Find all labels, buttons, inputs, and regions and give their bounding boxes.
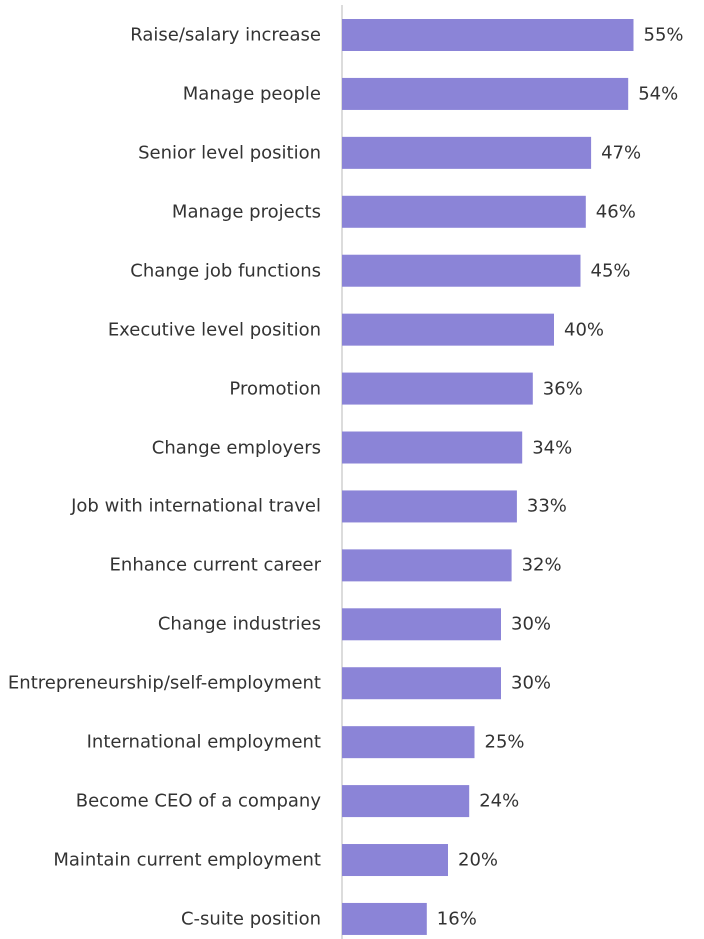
bar: [342, 313, 554, 346]
value-label: 55%: [643, 24, 684, 46]
value-label: 33%: [526, 495, 567, 517]
bar: [342, 136, 592, 169]
value-label: 24%: [479, 790, 520, 812]
category-label: Entrepreneurship/self-employment: [7, 672, 321, 694]
category-label: Enhance current career: [109, 554, 321, 576]
category-label: Job with international travel: [71, 495, 321, 517]
category-label: Become CEO of a company: [75, 790, 321, 812]
value-label: 30%: [511, 672, 552, 694]
value-label: 47%: [601, 142, 642, 164]
value-label: 34%: [532, 437, 573, 458]
value-label: 25%: [484, 731, 525, 753]
bar: [342, 608, 501, 641]
category-label: Manage people: [182, 83, 321, 105]
value-label: 36%: [542, 378, 583, 400]
category-label: Manage projects: [171, 201, 321, 223]
value-label: 30%: [511, 613, 552, 635]
bar: [342, 667, 501, 700]
value-label: 40%: [564, 319, 605, 341]
value-label: 32%: [521, 554, 562, 576]
category-label: Senior level position: [138, 142, 321, 164]
category-label: Change employers: [151, 437, 321, 458]
bar: [342, 844, 448, 877]
category-label: Promotion: [229, 378, 321, 400]
category-label: International employment: [86, 731, 321, 753]
bar: [342, 254, 581, 287]
bar: [342, 19, 634, 51]
bar: [342, 372, 533, 405]
category-label: Maintain current employment: [53, 849, 321, 871]
category-label: C-suite position: [180, 908, 321, 930]
category-label: Raise/salary increase: [130, 24, 321, 46]
category-label: Executive level position: [107, 319, 321, 341]
value-label: 16%: [436, 908, 477, 930]
bar: [342, 785, 470, 818]
value-label: 54%: [638, 83, 679, 105]
value-label: 20%: [458, 849, 499, 871]
bar: [342, 549, 512, 582]
category-label: Change industries: [157, 613, 321, 635]
bar: [342, 902, 427, 935]
bar: [342, 490, 517, 523]
bar: [342, 195, 586, 228]
bar: [342, 77, 629, 110]
bar: [342, 431, 523, 464]
category-label: Change job functions: [130, 260, 321, 282]
value-label: 46%: [595, 201, 636, 223]
value-label: 45%: [590, 260, 631, 282]
bar: [342, 726, 475, 759]
